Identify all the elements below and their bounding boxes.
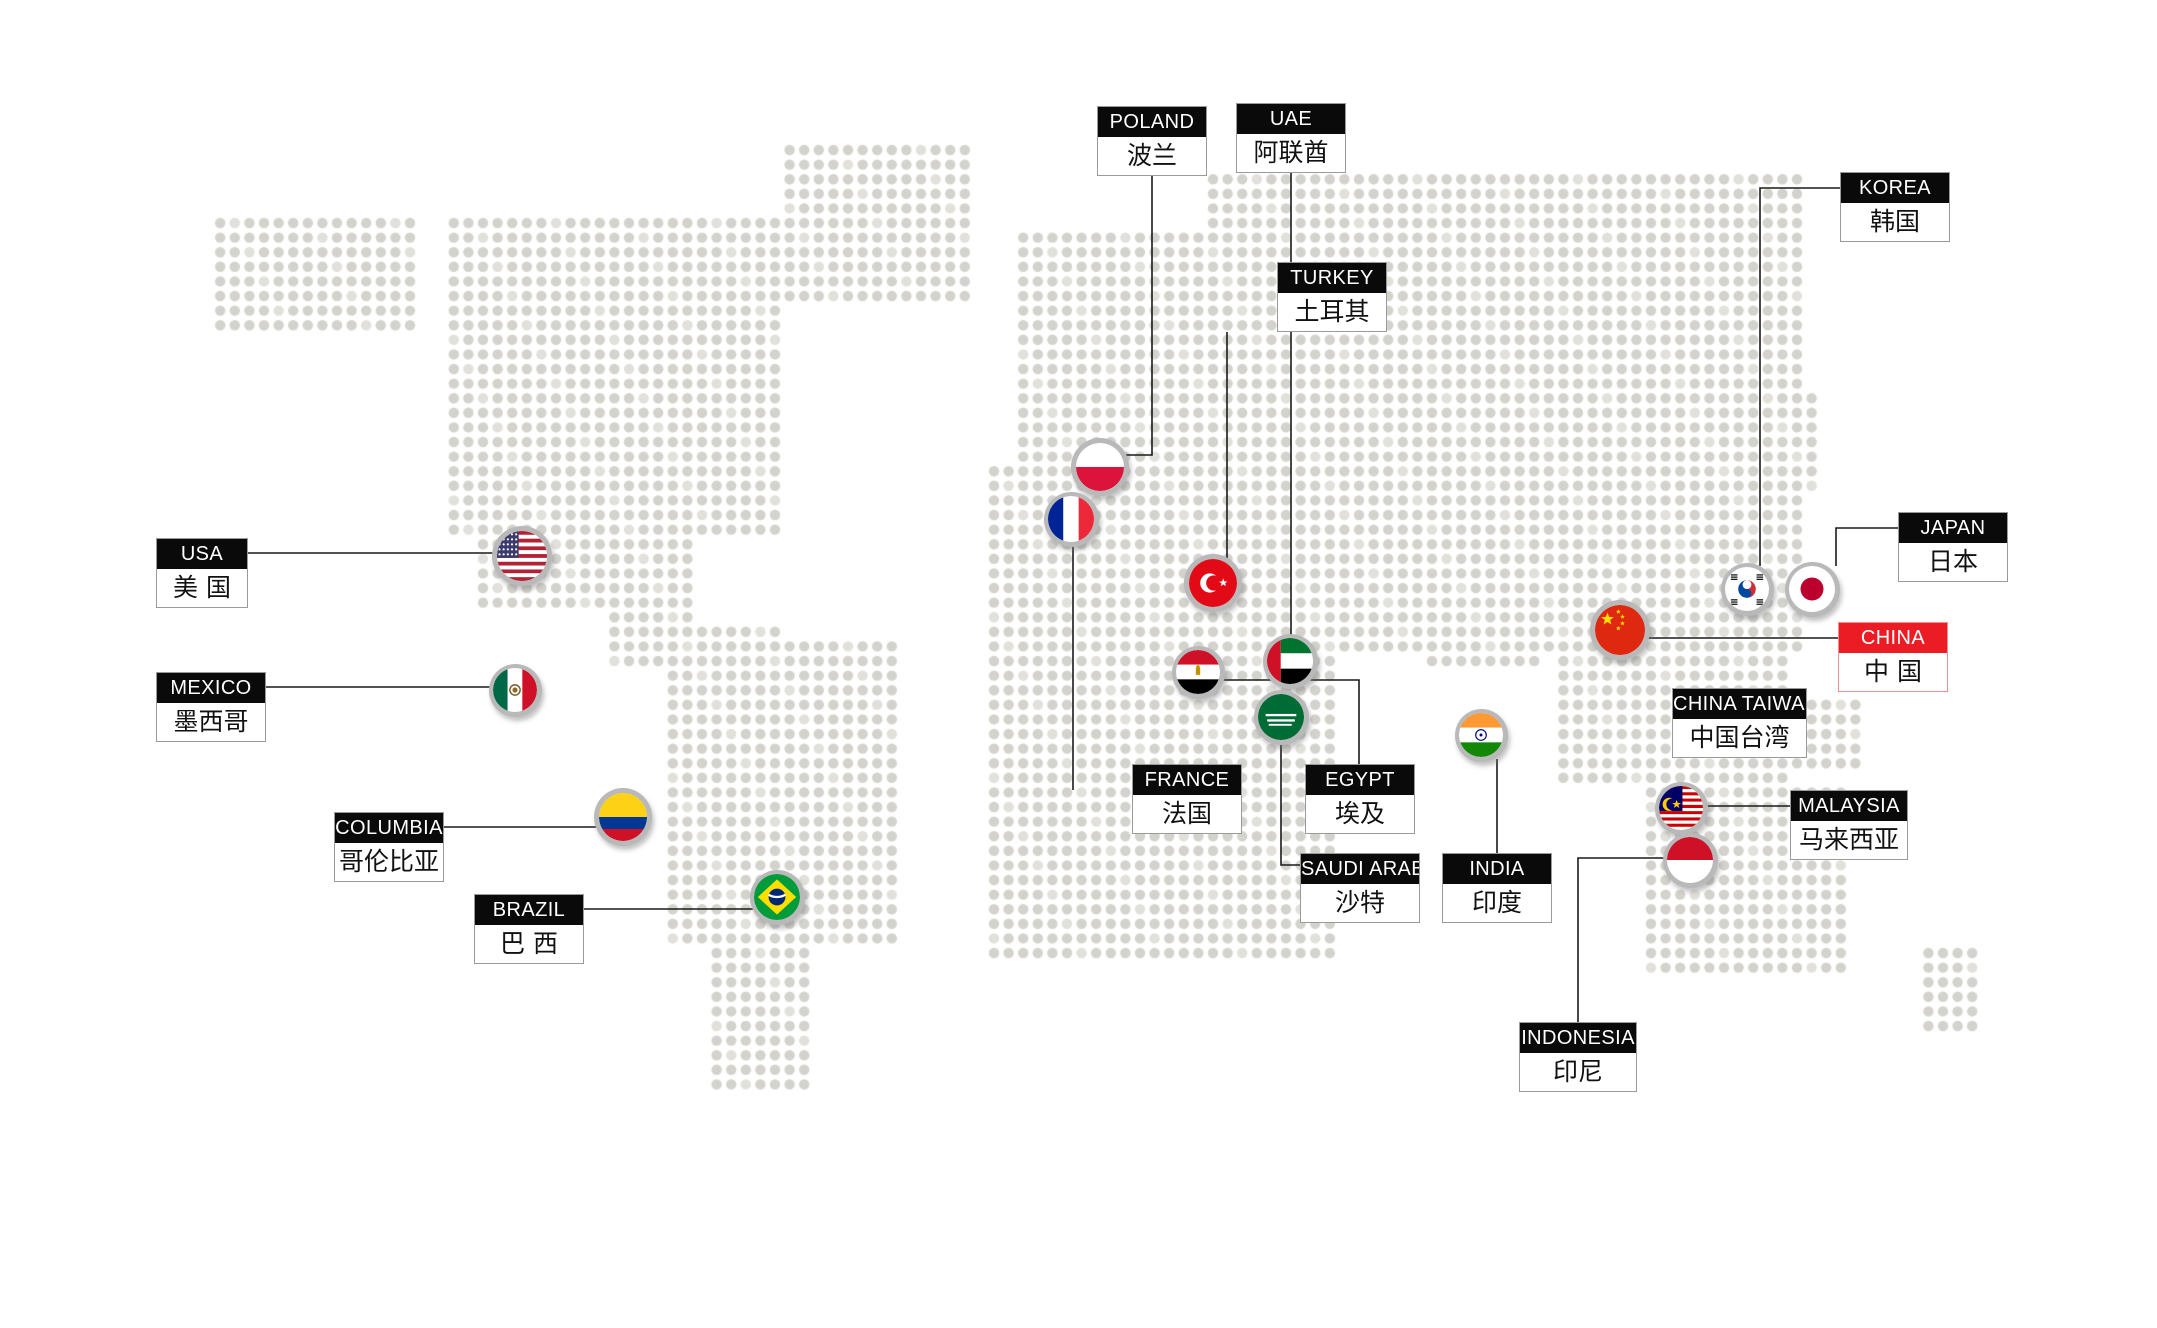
country-label-uae[interactable]: UAE 阿联酋 — [1236, 103, 1346, 173]
country-label-name-cn-china: 中 国 — [1839, 653, 1947, 691]
flag-icon-indonesia — [1667, 837, 1713, 883]
flag-icon-poland — [1076, 443, 1124, 491]
country-label-indonesia[interactable]: INDONESIA 印尼 — [1519, 1022, 1637, 1092]
country-label-name-indonesia: INDONESIA — [1520, 1023, 1636, 1053]
country-label-korea[interactable]: KOREA 韩国 — [1840, 172, 1950, 242]
country-label-name-saudi-arabia: SAUDI ARABIA — [1301, 854, 1419, 884]
flag-marker-india[interactable] — [1454, 708, 1508, 762]
flag-marker-uae[interactable] — [1262, 633, 1318, 689]
country-label-india[interactable]: INDIA 印度 — [1442, 853, 1552, 923]
country-label-usa[interactable]: USA 美 国 — [156, 538, 248, 608]
flag-marker-egypt[interactable] — [1171, 645, 1225, 699]
country-label-name-india: INDIA — [1443, 854, 1551, 884]
flag-icon-korea — [1725, 567, 1769, 611]
country-label-name-cn-korea: 韩国 — [1841, 203, 1949, 241]
country-label-name-china-taiwan: CHINA TAIWAN — [1673, 689, 1806, 719]
country-label-name-cn-egypt: 埃及 — [1306, 795, 1414, 833]
country-label-name-france: FRANCE — [1133, 765, 1241, 795]
country-label-name-uae: UAE — [1237, 104, 1345, 134]
flag-icon-malaysia — [1659, 786, 1703, 830]
flag-marker-poland[interactable] — [1071, 438, 1129, 496]
country-label-china[interactable]: CHINA 中 国 — [1838, 622, 1948, 692]
country-label-brazil[interactable]: BRAZIL 巴 西 — [474, 894, 584, 964]
country-label-name-cn-mexico: 墨西哥 — [157, 703, 265, 741]
country-label-name-china: CHINA — [1839, 623, 1947, 653]
country-label-name-cn-uae: 阿联酋 — [1237, 134, 1345, 172]
flag-marker-columbia[interactable] — [594, 788, 652, 846]
flag-icon-japan — [1789, 566, 1835, 612]
country-label-name-mexico: MEXICO — [157, 673, 265, 703]
country-label-turkey[interactable]: TURKEY 土耳其 — [1277, 262, 1387, 332]
flag-icon-china — [1595, 605, 1645, 655]
flag-marker-malaysia[interactable] — [1654, 781, 1708, 835]
flag-icon-mexico — [493, 668, 537, 712]
flag-marker-usa[interactable] — [492, 526, 552, 586]
flag-icon-saudi-arabia — [1258, 694, 1304, 740]
country-label-name-egypt: EGYPT — [1306, 765, 1414, 795]
country-label-name-turkey: TURKEY — [1278, 263, 1386, 293]
country-label-columbia[interactable]: COLUMBIA 哥伦比亚 — [334, 812, 444, 882]
flag-icon-france — [1048, 496, 1094, 542]
country-label-name-korea: KOREA — [1841, 173, 1949, 203]
flag-marker-mexico[interactable] — [488, 663, 542, 717]
flag-marker-france[interactable] — [1043, 491, 1099, 547]
country-label-malaysia[interactable]: MALAYSIA 马来西亚 — [1790, 790, 1908, 860]
country-label-name-cn-brazil: 巴 西 — [475, 925, 583, 963]
country-label-name-brazil: BRAZIL — [475, 895, 583, 925]
country-label-name-cn-saudi-arabia: 沙特 — [1301, 884, 1419, 922]
country-label-name-cn-japan: 日本 — [1899, 543, 2007, 581]
flag-icon-uae — [1267, 638, 1313, 684]
flag-icon-egypt — [1176, 650, 1220, 694]
country-label-poland[interactable]: POLAND 波兰 — [1097, 106, 1207, 176]
country-label-name-cn-poland: 波兰 — [1098, 137, 1206, 175]
country-label-japan[interactable]: JAPAN 日本 — [1898, 512, 2008, 582]
flag-marker-japan[interactable] — [1784, 561, 1840, 617]
flag-marker-korea[interactable] — [1720, 562, 1774, 616]
flag-marker-turkey[interactable] — [1184, 554, 1242, 612]
country-label-name-cn-malaysia: 马来西亚 — [1791, 821, 1907, 859]
country-label-saudi-arabia[interactable]: SAUDI ARABIA沙特 — [1300, 853, 1420, 923]
country-label-name-columbia: COLUMBIA — [335, 813, 443, 843]
flag-icon-turkey — [1189, 559, 1237, 607]
country-label-france[interactable]: FRANCE 法国 — [1132, 764, 1242, 834]
flag-icon-india — [1459, 713, 1503, 757]
flag-marker-saudi-arabia[interactable] — [1253, 689, 1309, 745]
flag-icon-brazil — [754, 874, 800, 920]
country-label-name-cn-usa: 美 国 — [157, 569, 247, 607]
country-label-name-japan: JAPAN — [1899, 513, 2007, 543]
country-label-name-cn-france: 法国 — [1133, 795, 1241, 833]
flag-marker-brazil[interactable] — [749, 869, 805, 925]
flag-icon-usa — [497, 531, 547, 581]
country-label-name-cn-india: 印度 — [1443, 884, 1551, 922]
flag-marker-china[interactable] — [1590, 600, 1650, 660]
country-label-name-cn-china-taiwan: 中国台湾 — [1673, 719, 1806, 757]
country-label-mexico[interactable]: MEXICO 墨西哥 — [156, 672, 266, 742]
country-label-name-cn-indonesia: 印尼 — [1520, 1053, 1636, 1091]
country-label-name-cn-turkey: 土耳其 — [1278, 293, 1386, 331]
country-label-name-poland: POLAND — [1098, 107, 1206, 137]
flag-marker-indonesia[interactable] — [1662, 832, 1718, 888]
country-label-name-malaysia: MALAYSIA — [1791, 791, 1907, 821]
flag-icon-columbia — [599, 793, 647, 841]
country-label-name-cn-columbia: 哥伦比亚 — [335, 843, 443, 881]
country-label-china-taiwan[interactable]: CHINA TAIWAN 中国台湾 — [1672, 688, 1807, 758]
country-label-name-usa: USA — [157, 539, 247, 569]
country-label-egypt[interactable]: EGYPT 埃及 — [1305, 764, 1415, 834]
